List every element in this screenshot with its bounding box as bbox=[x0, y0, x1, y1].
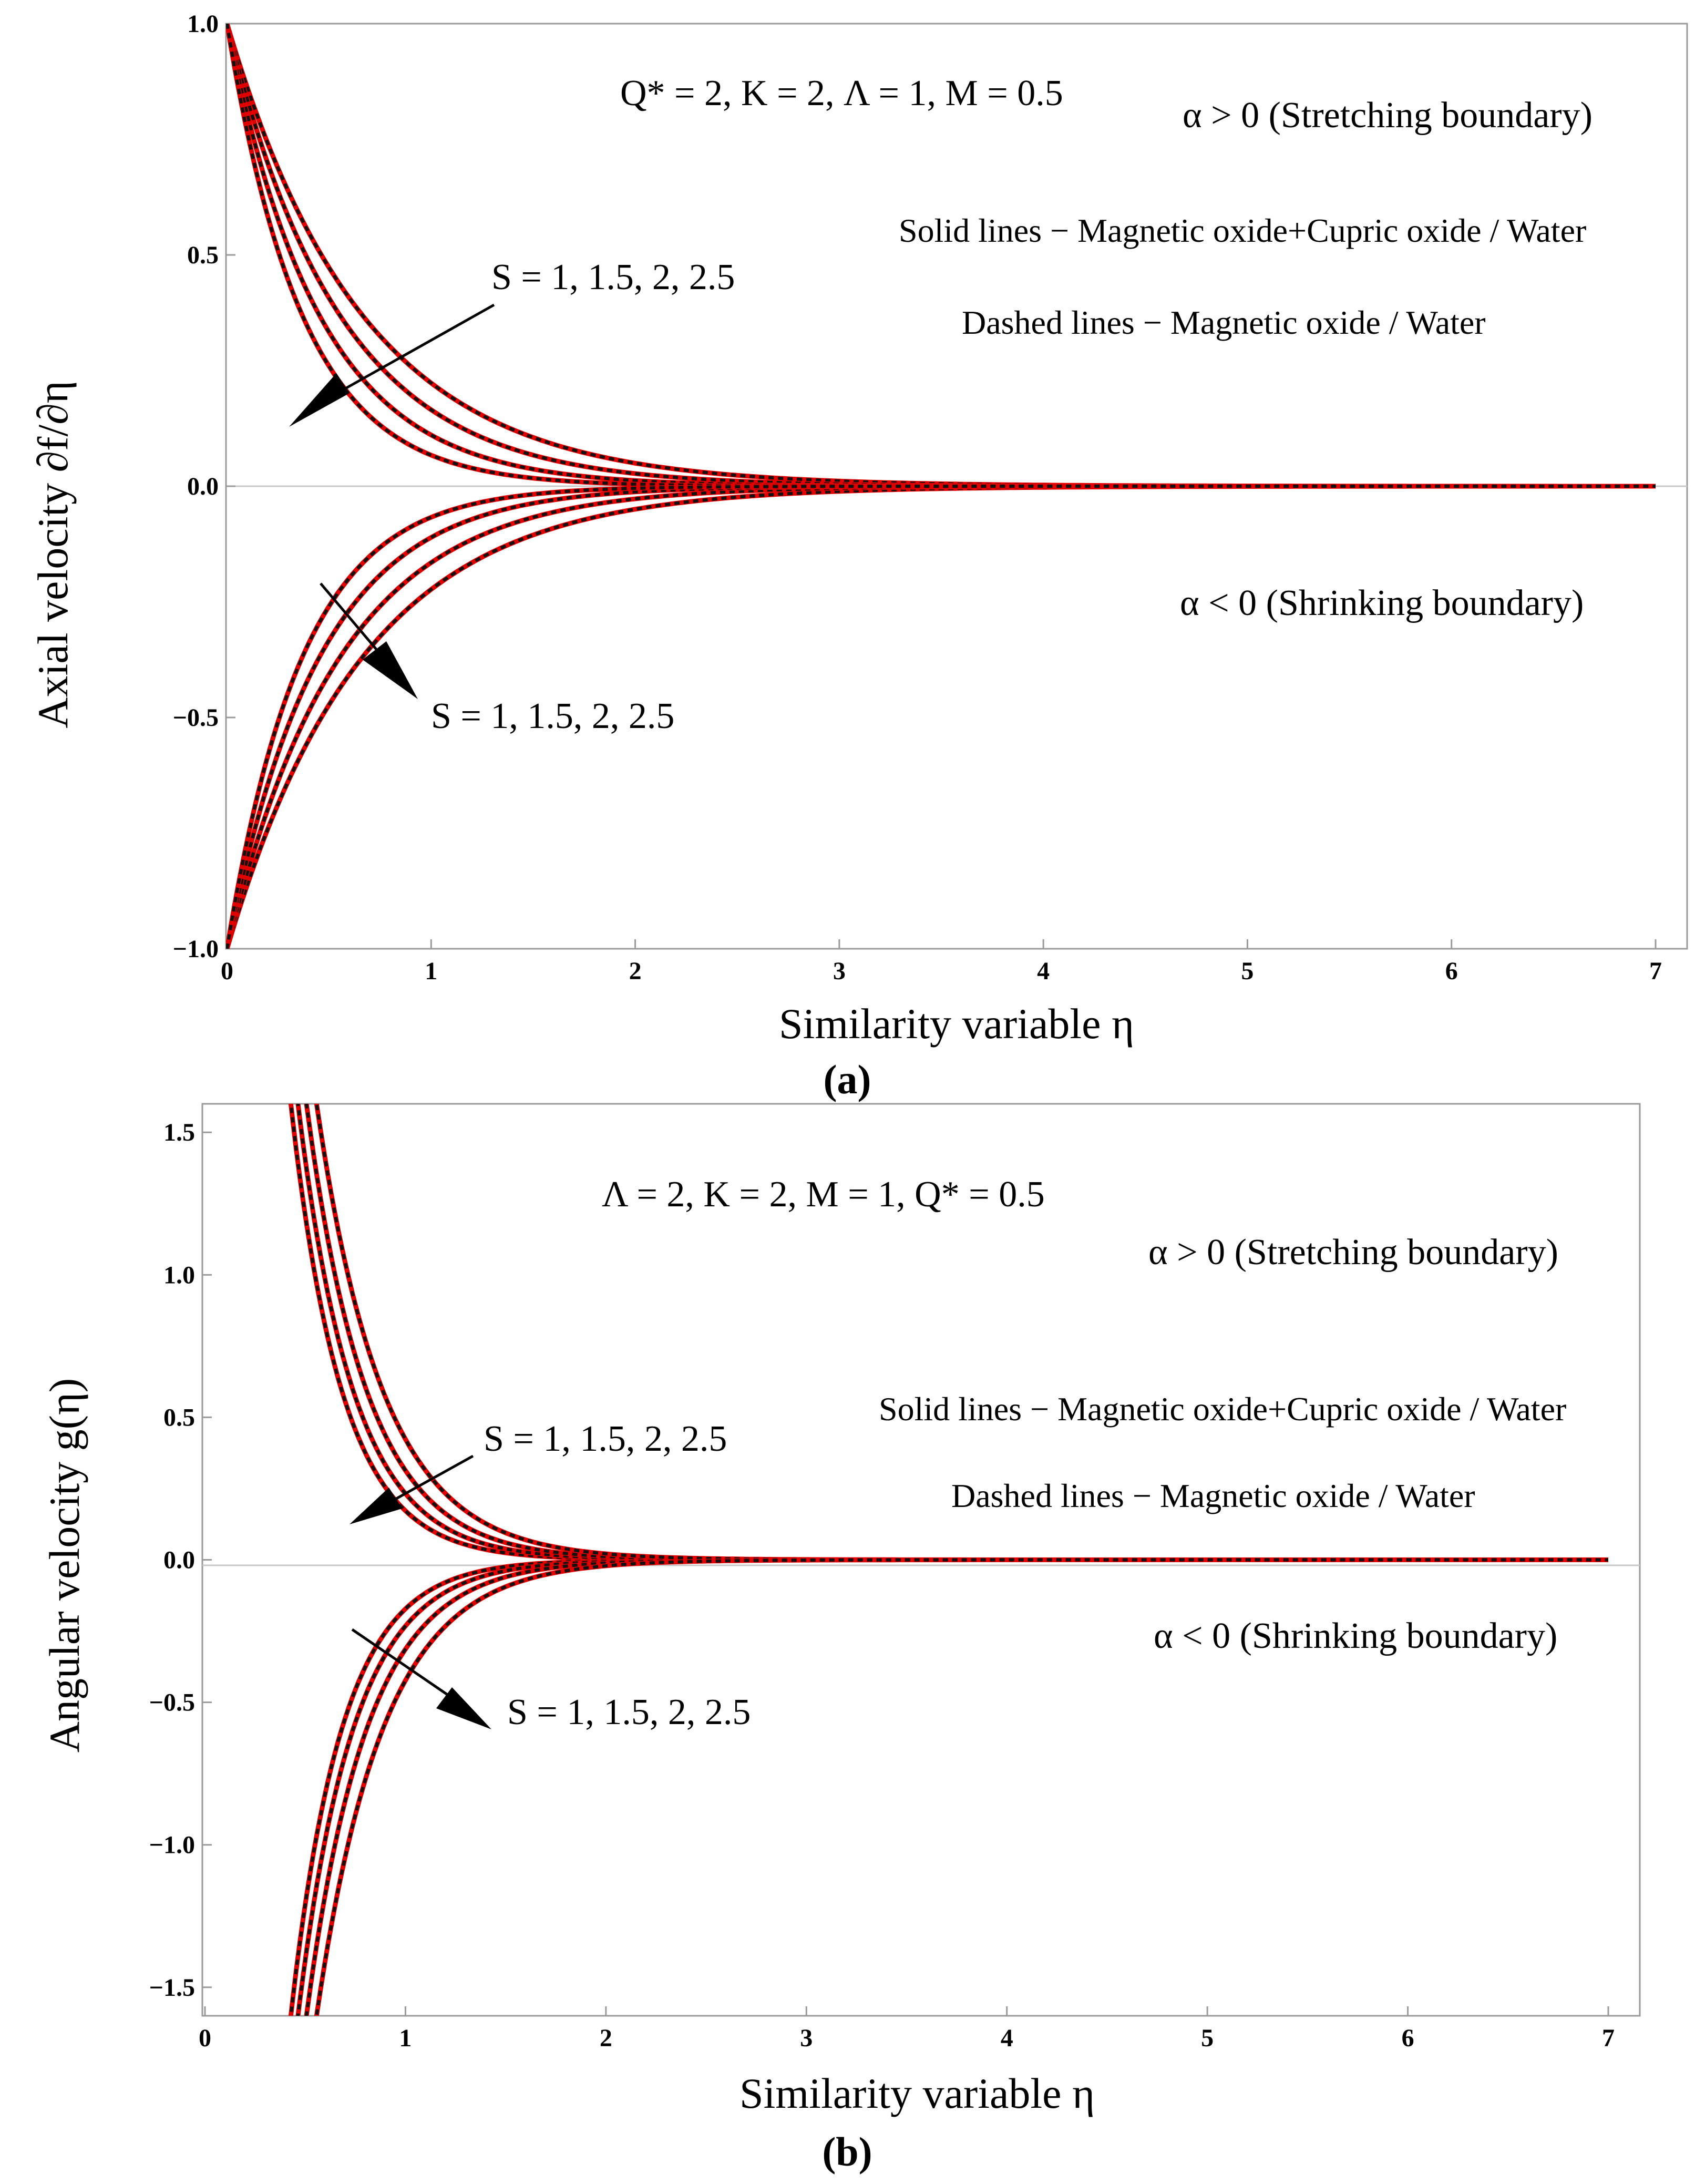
panel-a-solid-legend: Solid lines − Magnetic oxide+Cupric oxid… bbox=[899, 212, 1586, 249]
panel-a-params: Q* = 2, K = 2, Λ = 1, M = 0.5 bbox=[620, 73, 1063, 114]
panel-a-label: (a) bbox=[824, 1057, 871, 1102]
panel-b-dashed-legend: Dashed lines − Magnetic oxide / Water bbox=[951, 1477, 1475, 1514]
panel-a-shrinking-label: α < 0 (Shrinking boundary) bbox=[1180, 583, 1584, 623]
x-tick-label: 5 bbox=[1241, 957, 1254, 985]
panel-a-xlabel: Similarity variable η bbox=[779, 1000, 1134, 1048]
dashed-curve-shrinking-S2.5 bbox=[315, 1558, 1608, 2016]
panel-b-s-upper-label: S = 1, 1.5, 2, 2.5 bbox=[484, 1419, 727, 1459]
y-tick-label: −0.5 bbox=[173, 704, 219, 732]
y-tick-label: −1.0 bbox=[149, 1831, 195, 1859]
panel-b-solid-legend: Solid lines − Magnetic oxide+Cupric oxid… bbox=[879, 1390, 1566, 1428]
panel-a-curves bbox=[226, 24, 1656, 949]
panel-b-arrow-lower-head bbox=[436, 1687, 491, 1729]
x-tick-label: 1 bbox=[399, 2024, 412, 2052]
x-tick-label: 2 bbox=[600, 2024, 612, 2052]
panel-b-ylabel-group: Angular velocity g(η) bbox=[40, 1378, 88, 1752]
panel-a-arrow-upper-head bbox=[289, 373, 350, 427]
panel-b-params: Λ = 2, K = 2, M = 1, Q* = 0.5 bbox=[602, 1174, 1045, 1215]
panel-a-dashed-legend: Dashed lines − Magnetic oxide / Water bbox=[962, 304, 1486, 341]
x-tick-label: 3 bbox=[833, 957, 846, 985]
y-tick-label: 0.0 bbox=[163, 1546, 195, 1574]
panel-b-ylabel: Angular velocity g(η) bbox=[40, 1378, 88, 1752]
panel-b-curves bbox=[288, 1104, 1608, 2016]
y-tick-label: 0.5 bbox=[163, 1403, 195, 1431]
panel-a-stretching-label: α > 0 (Stretching boundary) bbox=[1183, 95, 1593, 136]
y-tick-label: 0.0 bbox=[187, 473, 219, 500]
x-tick-label: 3 bbox=[800, 2024, 813, 2052]
panel-a-s-upper-label: S = 1, 1.5, 2, 2.5 bbox=[491, 257, 735, 298]
x-tick-label: 1 bbox=[425, 957, 437, 985]
x-tick-label: 6 bbox=[1445, 957, 1458, 985]
x-tick-label: 5 bbox=[1201, 2024, 1214, 2052]
x-tick-label: 4 bbox=[1001, 2024, 1013, 2052]
panel-a-arrow-lower-shaft bbox=[320, 582, 379, 653]
panel-a-ticks: 0 1 2 3 4 5 6 7 −1.0 −0.5 0.0 0.5 1.0 bbox=[173, 10, 1662, 985]
panel-b-arrow-upper-head bbox=[350, 1488, 402, 1524]
panel-a-s-lower-label: S = 1, 1.5, 2, 2.5 bbox=[431, 696, 674, 736]
panel-a: 0 1 2 3 4 5 6 7 −1.0 −0.5 0.0 0.5 1.0 Axial velocity… bbox=[29, 10, 1688, 1102]
x-tick-label: 7 bbox=[1649, 957, 1662, 985]
x-tick-label: 7 bbox=[1602, 2024, 1615, 2052]
panel-b-ticks: 0 1 2 3 4 5 6 7 −1.5 −1.0 −0.5 0.0 0.5 1.0 1.5 bbox=[149, 1119, 1615, 2052]
panel-a-arrow-lower-head bbox=[363, 641, 418, 699]
panel-b-stretching-label: α > 0 (Stretching boundary) bbox=[1148, 1232, 1558, 1273]
y-tick-label: 1.0 bbox=[187, 10, 219, 38]
x-tick-label: 4 bbox=[1037, 957, 1050, 985]
y-tick-label: 1.5 bbox=[163, 1119, 195, 1146]
panel-a-ylabel: Axial velocity ∂f/∂η bbox=[29, 381, 77, 728]
panel-b-s-lower-label: S = 1, 1.5, 2, 2.5 bbox=[507, 1692, 751, 1732]
panel-b-xlabel: Similarity variable η bbox=[739, 2069, 1095, 2117]
panel-b: 0 1 2 3 4 5 6 7 −1.5 −1.0 −0.5 0.0 0.5 1.0 1.5 Angular… bbox=[40, 1103, 1641, 2175]
y-tick-label: −1.0 bbox=[173, 935, 219, 963]
x-tick-label: 6 bbox=[1402, 2024, 1414, 2052]
dashed-curve-shrinking-S2.5 bbox=[226, 485, 1656, 949]
y-tick-label: −1.5 bbox=[149, 1974, 195, 2002]
y-tick-label: 1.0 bbox=[163, 1261, 195, 1289]
panel-b-arrow-lower-shaft bbox=[351, 1628, 453, 1699]
y-tick-label: −0.5 bbox=[149, 1689, 195, 1717]
x-tick-label: 0 bbox=[199, 2024, 211, 2052]
panel-b-label: (b) bbox=[822, 2129, 872, 2175]
panel-a-ylabel-group: Axial velocity ∂f/∂η bbox=[29, 381, 77, 728]
y-tick-label: 0.5 bbox=[187, 241, 219, 269]
panel-b-shrinking-label: α < 0 (Shrinking boundary) bbox=[1154, 1616, 1557, 1656]
x-tick-label: 2 bbox=[629, 957, 642, 985]
panel-a-arrow-upper-shaft bbox=[325, 303, 495, 401]
x-tick-label: 0 bbox=[221, 957, 233, 985]
